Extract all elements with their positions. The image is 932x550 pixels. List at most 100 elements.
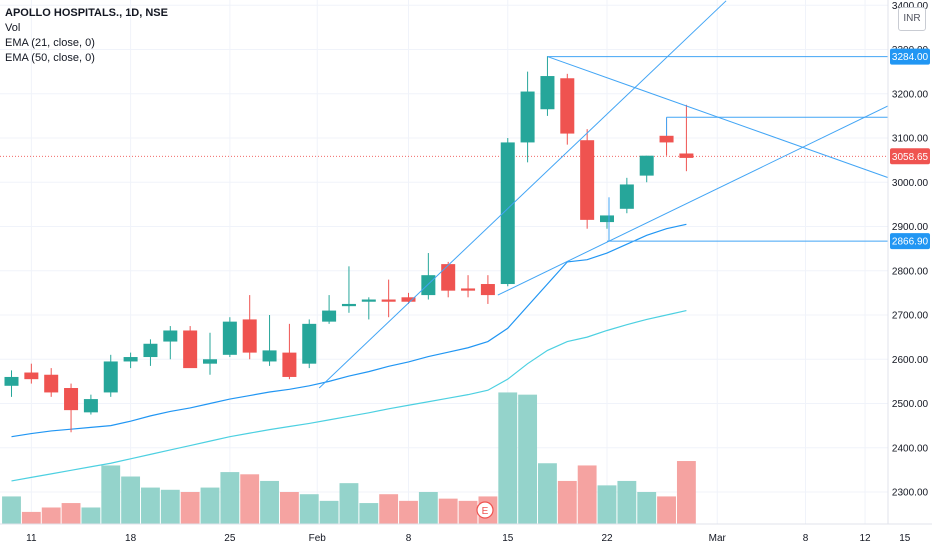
x-tick-label: Feb bbox=[309, 533, 327, 544]
candle-body bbox=[461, 288, 476, 291]
volume-bar bbox=[121, 476, 141, 524]
symbol-title[interactable]: APOLLO HOSPITALS., 1D, NSE bbox=[5, 7, 168, 19]
candle-body bbox=[341, 303, 356, 307]
y-tick-label: 3100.00 bbox=[892, 134, 929, 145]
volume-bar bbox=[61, 503, 81, 524]
volume-bar bbox=[260, 480, 279, 524]
volume-bar bbox=[637, 492, 657, 524]
x-tick-label: Mar bbox=[709, 533, 727, 544]
volume-bar bbox=[676, 461, 696, 524]
volume-bar bbox=[299, 494, 319, 524]
volume-bar bbox=[597, 485, 617, 524]
candle-body bbox=[262, 350, 277, 362]
volume-bar bbox=[200, 487, 220, 524]
candle-body bbox=[480, 284, 495, 296]
price-tag: 2866.90 bbox=[890, 233, 930, 250]
legend-ema21[interactable]: EMA (21, close, 0) bbox=[5, 37, 95, 49]
ema21-path bbox=[11, 223, 687, 438]
chart-grid bbox=[0, 0, 906, 524]
drawing-tools[interactable] bbox=[318, 0, 896, 389]
x-tick-label: 8 bbox=[406, 533, 412, 544]
price-tag-bg bbox=[890, 148, 930, 165]
y-tick-label: 3000.00 bbox=[892, 178, 929, 189]
y-tick-label: 3400.00 bbox=[892, 1, 929, 12]
candle-body bbox=[44, 374, 59, 393]
volume-bar bbox=[498, 392, 518, 524]
candle-body bbox=[123, 357, 138, 362]
volume-bar bbox=[617, 480, 637, 524]
candle-body bbox=[64, 388, 79, 411]
volume-bar bbox=[160, 489, 180, 524]
candle-body bbox=[421, 275, 436, 296]
candle-body bbox=[639, 155, 654, 176]
candle-body bbox=[679, 153, 694, 158]
candle-body bbox=[580, 140, 595, 220]
trend-line bbox=[547, 56, 895, 181]
y-tick-label: 2300.00 bbox=[892, 488, 929, 499]
x-tick-label: 12 bbox=[859, 533, 871, 544]
candle-body bbox=[24, 372, 39, 380]
candle-body bbox=[441, 264, 456, 291]
candle-body bbox=[183, 330, 198, 369]
chart-legend: APOLLO HOSPITALS., 1D, NSE Vol EMA (21, … bbox=[5, 6, 168, 66]
volume-bar bbox=[220, 472, 240, 524]
x-tick-label: 18 bbox=[125, 533, 137, 544]
x-tick-label: 25 bbox=[224, 533, 236, 544]
price-tag-bg bbox=[890, 233, 930, 250]
legend-volume[interactable]: Vol bbox=[5, 22, 21, 34]
ema50-line bbox=[11, 309, 687, 482]
candle-body bbox=[83, 399, 98, 413]
candle-body bbox=[222, 321, 237, 355]
candle-body bbox=[282, 352, 297, 377]
volume-bar bbox=[279, 492, 299, 524]
volume-bar bbox=[240, 474, 260, 524]
volume-bar bbox=[557, 480, 577, 524]
candle-body bbox=[600, 215, 614, 223]
volume-bar bbox=[657, 496, 676, 524]
earnings-marker[interactable]: E bbox=[476, 501, 494, 519]
volume-bar bbox=[418, 492, 438, 524]
ema50-path bbox=[11, 309, 687, 482]
candlesticks[interactable] bbox=[4, 56, 694, 433]
volume-bar bbox=[41, 507, 61, 524]
price-tag-label: 3058.65 bbox=[892, 152, 929, 163]
volume-bar bbox=[21, 511, 41, 524]
candle-body bbox=[103, 361, 118, 393]
volume-bar bbox=[438, 498, 458, 524]
volume-bars bbox=[2, 392, 696, 524]
volume-bar bbox=[458, 500, 478, 524]
volume-bar bbox=[399, 500, 418, 524]
candle-body bbox=[203, 359, 217, 364]
trend-line bbox=[497, 102, 896, 296]
price-tags: 3284.00 3058.65 2866.90 bbox=[890, 48, 930, 250]
volume-bar bbox=[180, 492, 200, 524]
x-tick-label: 11 bbox=[26, 533, 37, 544]
candle-body bbox=[540, 76, 555, 110]
y-tick-label: 2500.00 bbox=[892, 399, 929, 410]
price-tag: 3284.00 bbox=[890, 48, 930, 65]
currency-button[interactable]: INR bbox=[898, 7, 926, 31]
time-axis[interactable]: 11 18 25 Feb 8 15 22 Mar 8 12 15 bbox=[0, 523, 932, 550]
candle-body bbox=[322, 310, 337, 322]
price-tag-label: 2866.90 bbox=[892, 237, 929, 248]
candle-body bbox=[381, 299, 396, 302]
y-tick-label: 2600.00 bbox=[892, 355, 929, 366]
x-tick-label: 15 bbox=[899, 533, 911, 544]
candle-body bbox=[401, 297, 416, 302]
x-tick-label: 8 bbox=[803, 533, 809, 544]
ema21-line bbox=[11, 223, 687, 438]
volume-bar bbox=[538, 463, 557, 524]
candle-body bbox=[520, 91, 535, 143]
volume-bar bbox=[81, 507, 101, 524]
trend-line bbox=[318, 0, 727, 389]
volume-bar bbox=[518, 394, 538, 524]
candle-body bbox=[4, 376, 19, 386]
volume-bar bbox=[141, 487, 160, 524]
price-tag: 3058.65 bbox=[890, 148, 930, 165]
price-axis[interactable]: 2300.00 2400.00 2500.00 2600.00 2700.00 2800.… bbox=[887, 0, 932, 524]
candle-body bbox=[143, 343, 158, 358]
volume-bar bbox=[2, 496, 21, 524]
price-tag-bg bbox=[890, 48, 930, 65]
legend-ema50[interactable]: EMA (50, close, 0) bbox=[5, 52, 95, 64]
